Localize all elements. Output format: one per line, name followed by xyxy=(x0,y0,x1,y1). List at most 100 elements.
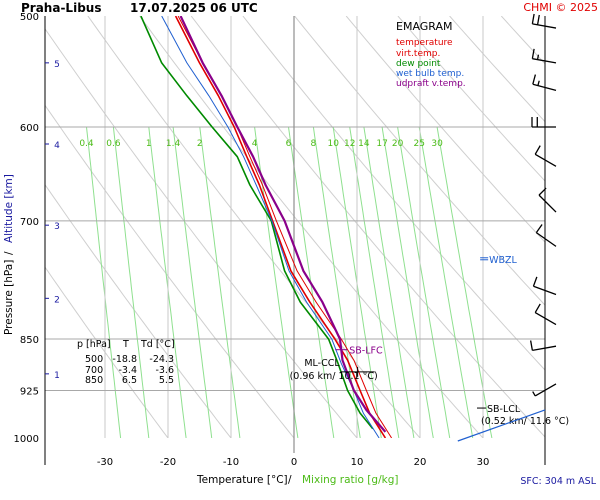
wbzl-label: WBZL xyxy=(489,255,517,266)
mixing-ratio-line xyxy=(381,126,434,438)
wind-barb-full-flag xyxy=(529,340,534,351)
altitude-tick-label: 2 xyxy=(54,295,60,305)
mixing-ratio-line xyxy=(288,126,335,438)
mixing-ratio-label: 6 xyxy=(286,139,292,149)
table-cell: -24.3 xyxy=(149,354,174,365)
mixing-ratio-label: 10 xyxy=(327,139,339,149)
mixing-ratio-line xyxy=(199,126,241,438)
wind-barb-staff xyxy=(532,83,557,92)
altitude-tick-label: 3 xyxy=(54,222,60,232)
y-tick-label: 600 xyxy=(20,123,39,134)
table-header-p: p [hPa] xyxy=(77,339,111,350)
table-cell: 700 xyxy=(85,365,103,376)
wind-barb xyxy=(534,303,557,326)
dry-adiabat xyxy=(294,16,545,306)
y-tick-label: 500 xyxy=(20,12,39,23)
mixing-ratio-line xyxy=(112,126,150,438)
wind-barb-staff xyxy=(532,58,557,64)
y-axis-label-pressure: Pressure [hPa] xyxy=(3,260,15,335)
wind-barb-half-flag xyxy=(536,54,540,60)
y-tick-label: 850 xyxy=(20,335,39,346)
wind-barb xyxy=(531,13,557,29)
dry-adiabat xyxy=(45,104,295,438)
table-cell: 850 xyxy=(85,375,103,386)
mixing-ratio-label: 14 xyxy=(358,139,370,149)
wind-barb-staff xyxy=(534,311,557,326)
mixing-ratio-label: 20 xyxy=(392,139,404,149)
sounding-datetime: 17.07.2025 06 UTC xyxy=(130,1,258,15)
wind-barb xyxy=(532,383,557,397)
series-udpraft-v-temp xyxy=(179,16,387,433)
wind-barb-staff xyxy=(533,285,557,296)
mixing-ratio-label: 25 xyxy=(413,139,424,149)
x-axis-label-mixing-ratio: Mixing ratio [g/kg] xyxy=(302,474,398,486)
x-tick-label: -30 xyxy=(97,457,113,468)
wind-barb-full-flag xyxy=(536,14,540,25)
table-header-t: T xyxy=(122,339,129,350)
dry-adiabat xyxy=(449,16,545,123)
surface-wind-line xyxy=(457,409,546,442)
mixing-ratio-label: 30 xyxy=(431,139,443,149)
series-dew-point xyxy=(140,16,374,430)
wind-barb-full-flag xyxy=(534,303,541,313)
mixing-ratio-label: 17 xyxy=(376,139,387,149)
sb-lfc-label: SB-LFC xyxy=(349,346,383,357)
table-cell: 6.5 xyxy=(122,375,137,386)
sounding-table: p [hPa] T Td [°C] 500 -18.8 -24.3 700 -3… xyxy=(77,339,175,386)
ml-ccl-label: ML-CCL xyxy=(304,358,340,369)
dry-adiabat xyxy=(139,16,484,438)
wind-barb xyxy=(534,145,557,167)
legend-temperature: temperature xyxy=(396,38,453,48)
legend-updraft: udpraft v.temp. xyxy=(396,79,466,89)
dry-adiabat xyxy=(190,16,545,438)
station-name: Praha-Libus xyxy=(21,1,101,15)
mixing-ratio-label: 0.4 xyxy=(79,139,94,149)
grid-layer: 0.4 0.6 1 1.4 2 4 6 8 10 12 14 17 20 25 30-30 -20 -10 0 10… xyxy=(14,12,546,468)
series-temperature xyxy=(174,16,387,438)
wind-barb-full-flag xyxy=(535,224,543,234)
wind-barb-full-flag xyxy=(534,145,541,155)
dry-adiabat xyxy=(345,16,545,243)
x-axis-label-separator: / xyxy=(288,474,292,486)
dry-adiabat xyxy=(87,16,421,438)
mixing-ratio-line xyxy=(397,126,451,438)
wind-barb-staff xyxy=(532,23,557,29)
y-axis-label: Pressure [hPa] / Altitude [km] xyxy=(3,174,15,335)
legend-virtual-temperature: virt.temp. xyxy=(396,49,440,59)
annotation-layer: SB-LFC WBZL ML-CCL (0.96 km/ 10.1 °C) SB-LCL… xyxy=(290,255,569,442)
y-tick-label: 925 xyxy=(20,387,39,398)
sb-lcl-detail: (0.52 km/ 11.6 °C) xyxy=(481,416,569,427)
wind-barb-staff xyxy=(532,345,557,351)
wind-barb-staff xyxy=(534,153,557,167)
x-tick-label: 20 xyxy=(414,457,427,468)
wind-barb-full-flag xyxy=(531,13,535,25)
dry-adiabat xyxy=(397,16,545,182)
altitude-tick-label: 5 xyxy=(54,60,60,70)
series-layer xyxy=(140,16,393,438)
altitude-tick-label: 4 xyxy=(54,141,60,151)
wind-barb xyxy=(531,117,556,128)
mixing-ratio-line xyxy=(254,126,299,438)
mixing-ratio-label: 1.4 xyxy=(166,139,181,149)
dry-adiabat xyxy=(45,266,169,438)
table-header-td: Td [°C] xyxy=(140,339,175,350)
copyright: CHMI © 2025 xyxy=(523,1,598,14)
grid-clipped xyxy=(45,16,545,438)
table-cell: 500 xyxy=(85,354,103,365)
table-cell: -18.8 xyxy=(112,354,137,365)
x-tick-label: -10 xyxy=(223,457,239,468)
dry-adiabat xyxy=(45,183,232,438)
x-axis-label: Temperature [°C] / Mixing ratio [g/kg] xyxy=(196,474,398,486)
mixing-ratio-label: 2 xyxy=(197,139,203,149)
table-cell: 5.5 xyxy=(159,375,174,386)
table-cell: -3.6 xyxy=(155,365,174,376)
mixing-ratio-line xyxy=(148,126,187,438)
ml-ccl-detail: (0.96 km/ 10.1 °C) xyxy=(290,371,378,382)
wind-barb xyxy=(529,340,557,351)
legend-wet-bulb: wet bulb temp. xyxy=(396,69,464,79)
table-cell: -3.4 xyxy=(118,365,137,376)
wind-barb-staff xyxy=(534,383,557,397)
legend: temperature virt.temp. dew point wet bul… xyxy=(396,38,466,89)
wind-barb xyxy=(532,74,557,92)
